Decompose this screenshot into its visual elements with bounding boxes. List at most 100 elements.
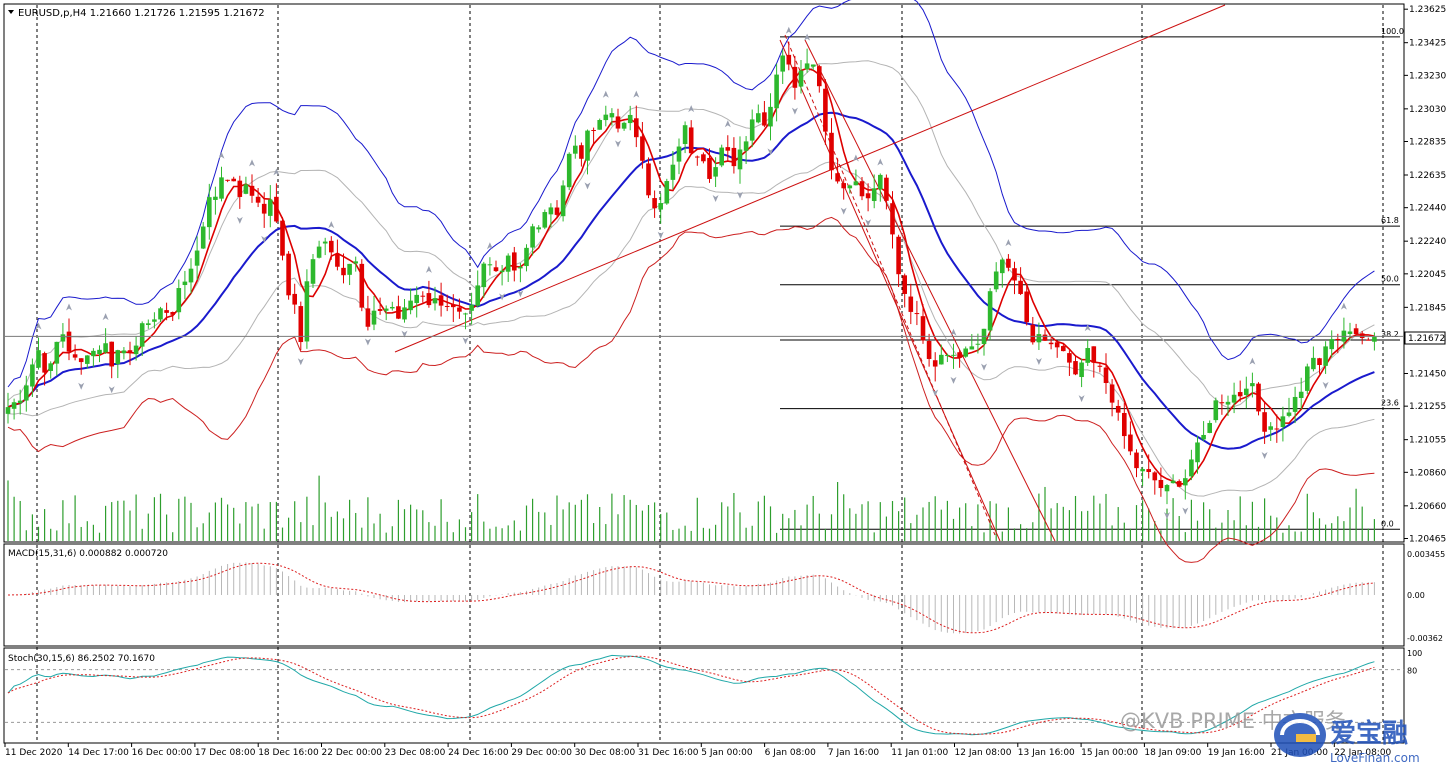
fractal-down-icon (1035, 358, 1042, 366)
candle-body (1317, 358, 1322, 366)
candle-body (871, 188, 877, 202)
candle-body (200, 226, 206, 249)
fractal-down-icon (261, 235, 268, 243)
candle-body (792, 66, 798, 88)
fractal-down-icon (297, 358, 304, 366)
stoch-header: Stoch(30,15,6) 86.2502 70.1670 (8, 654, 155, 664)
symbol-ohlc-header: EURUSD,p,H4 1.21660 1.21726 1.21595 1.21… (18, 8, 265, 19)
candle-body (676, 146, 682, 162)
candle-body (762, 112, 767, 126)
time-tick-label: 29 Dec 00:00 (511, 748, 572, 758)
watermark-logo-sub: LoveFinan.com (1330, 751, 1420, 765)
channel-line-2 (804, 39, 1056, 542)
fib-level-label: 61.8 (1381, 216, 1399, 225)
time-tick-label: 17 Dec 08:00 (195, 748, 256, 758)
price-panel-frame (3, 3, 1405, 543)
candle-body (1073, 361, 1078, 375)
candle-body (530, 226, 535, 248)
fractal-down-icon (712, 195, 719, 203)
candle-body (24, 385, 29, 401)
candle-body (1347, 331, 1353, 334)
price-tick-label: 1.23625 (1409, 5, 1446, 15)
stoch-signal-line (7, 655, 1375, 735)
candle-body (548, 207, 554, 215)
candle-body (298, 306, 304, 343)
candle-body (146, 323, 151, 325)
candle-body (817, 66, 822, 87)
trendlines[interactable] (394, 4, 1226, 542)
fractal-down-icon (737, 191, 743, 199)
candle-body (231, 178, 236, 182)
fractal-up-icon (66, 303, 72, 311)
candle-body (1353, 328, 1359, 335)
candle-body (1268, 426, 1273, 430)
candle-body (658, 203, 663, 210)
candle-body (646, 163, 651, 196)
fractal-down-icon (499, 293, 506, 301)
candle-body (1012, 268, 1017, 281)
candle-body (274, 196, 279, 222)
fractal-up-icon (1084, 324, 1091, 332)
candle-body (1006, 258, 1011, 268)
candle-body (1128, 434, 1133, 452)
candle-body (939, 354, 944, 365)
candle-body (127, 350, 133, 353)
candle-body (1054, 342, 1060, 348)
macd-tick-label: -0.00362 (1407, 634, 1443, 643)
time-tick-label: 30 Dec 08:00 (575, 748, 636, 758)
candle-body (536, 227, 541, 230)
candle-body (103, 343, 108, 353)
candle-body (963, 348, 968, 357)
candle-body (1183, 478, 1188, 486)
candle-body (1067, 353, 1072, 363)
price-tick-label: 1.23425 (1409, 39, 1446, 49)
fib-level-label: 23.6 (1381, 399, 1399, 408)
candle-body (243, 184, 249, 194)
time-tick-label: 5 Jan 00:00 (701, 748, 753, 758)
candle-body (1366, 339, 1371, 341)
candle-body (176, 288, 182, 313)
fractal-down-icon (950, 376, 957, 384)
candle-body (829, 132, 834, 171)
candle-body (737, 149, 743, 170)
candle-body (518, 266, 523, 269)
indicator-bands (7, 0, 1375, 563)
fib-level-label: 0.0 (1381, 519, 1394, 528)
candle-body (1372, 336, 1377, 342)
fractal-up-icon (102, 313, 109, 321)
candle-body (109, 341, 114, 367)
envelope-lower (7, 161, 1375, 497)
fibonacci-retracement[interactable]: 100.0 61.8 50.0 38.2 23.6 0.0 (780, 27, 1404, 530)
macd-signal-line (7, 562, 1375, 634)
candle-body (60, 334, 66, 342)
candle-body (670, 164, 676, 180)
fractal-down-icon (1078, 395, 1085, 403)
candle-body (1335, 338, 1341, 340)
candle-body (170, 312, 175, 315)
channel-line-1 (779, 39, 1001, 542)
candle-body (426, 293, 432, 306)
candle-body (133, 345, 139, 355)
candle-body (1018, 280, 1023, 294)
fractal-down-icon (865, 219, 872, 227)
candle-body (152, 319, 157, 322)
candle-body (664, 181, 670, 204)
candle-body (579, 145, 584, 159)
symbol-menu-icon[interactable] (8, 10, 14, 14)
candle-body (487, 264, 493, 266)
fractal-up-icon (486, 242, 493, 250)
candle-body (97, 349, 102, 354)
candle-body (951, 354, 956, 356)
candle-body (878, 174, 883, 190)
candle-body (768, 106, 773, 127)
candle-body (1250, 383, 1255, 387)
candle-body (463, 313, 468, 315)
fractal-down-icon (517, 290, 524, 298)
candle-body (1286, 412, 1292, 416)
candle-body (603, 114, 609, 121)
time-tick-label: 24 Dec 16:00 (448, 748, 509, 758)
current-price-box (1404, 331, 1446, 345)
